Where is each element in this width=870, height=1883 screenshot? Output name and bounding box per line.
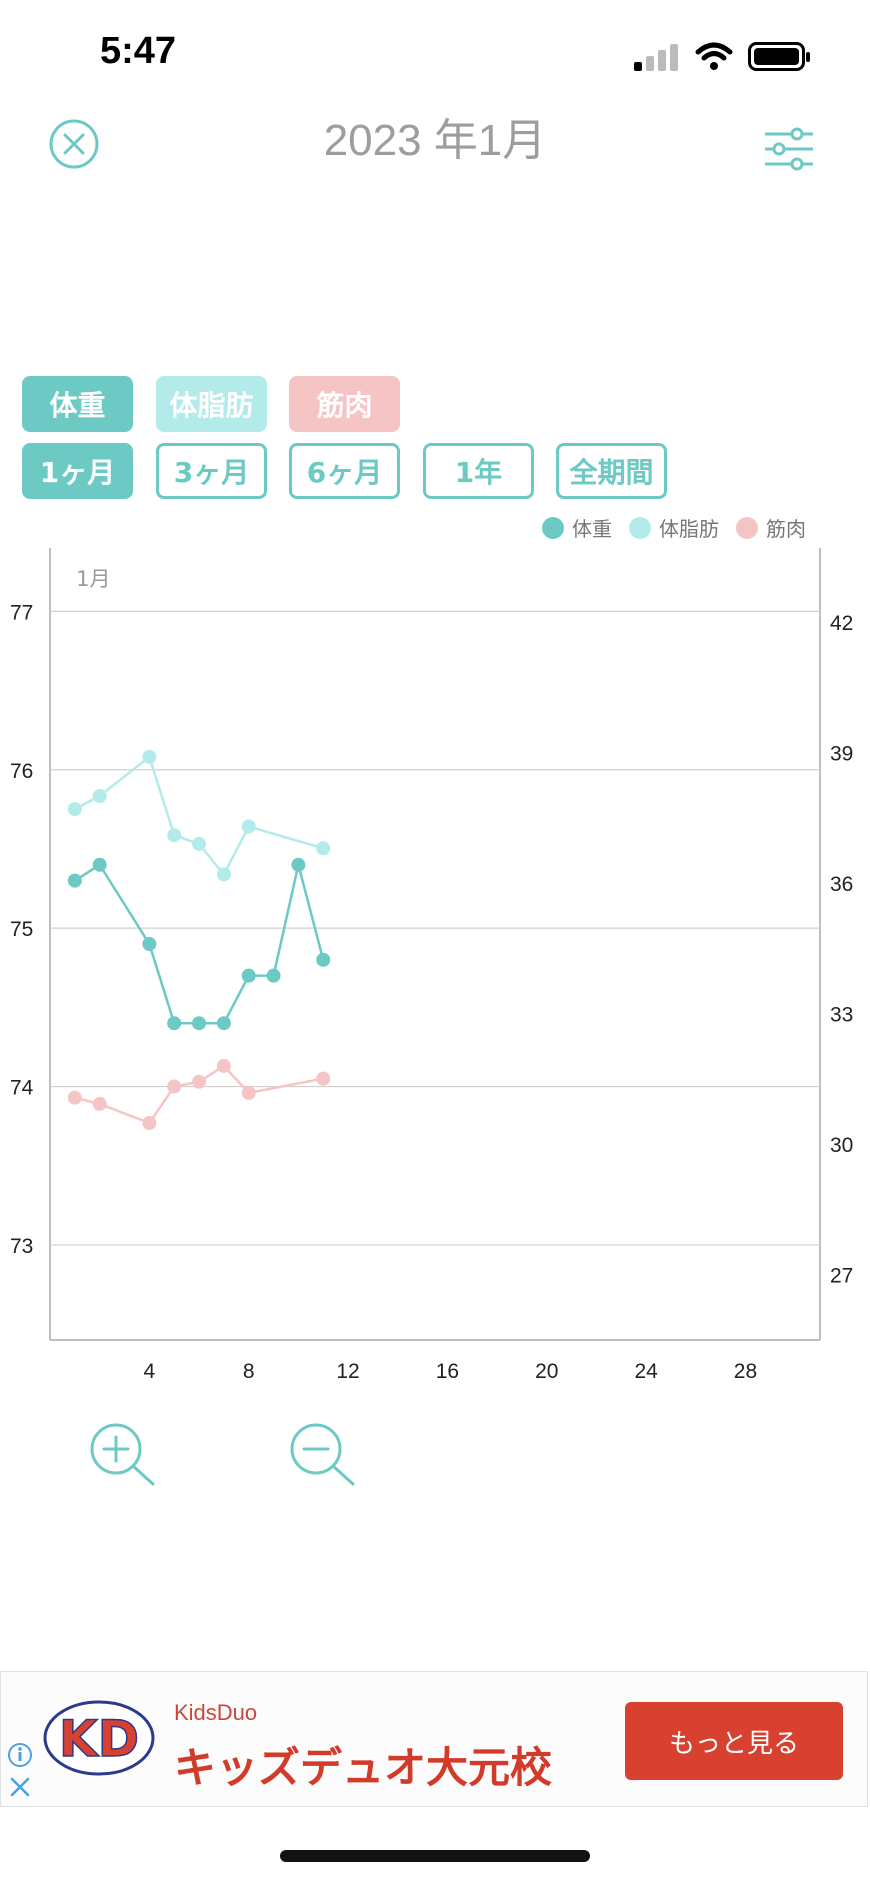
data-point xyxy=(316,841,331,856)
data-point xyxy=(241,1085,256,1100)
page-title: 2023 年1月 xyxy=(323,116,547,165)
legend-dot xyxy=(629,516,651,539)
data-point xyxy=(167,1079,182,1094)
x-tick-label: 8 xyxy=(243,1360,255,1380)
data-point xyxy=(266,968,281,983)
close-circle-icon[interactable] xyxy=(48,118,100,170)
legend-dot xyxy=(736,516,758,539)
status-time: 5:47 xyxy=(100,30,177,72)
legend-label: 体脂肪 xyxy=(659,517,719,541)
weight-chart[interactable]: 73 74 75 76 77 27 30 33 36 39 42 4 8 12 16 20 24 28 1月 xyxy=(0,540,870,1380)
metric-muscle-button[interactable]: 筋肉 xyxy=(289,376,400,432)
y-left-tick-label: 74 xyxy=(10,1077,34,1100)
series-line xyxy=(74,863,325,1025)
y-left-tick-label: 76 xyxy=(10,760,33,783)
legend-label: 筋肉 xyxy=(766,517,806,541)
wifi-icon xyxy=(695,42,733,70)
y-left-tick-label: 77 xyxy=(10,601,33,624)
x-tick-label: 24 xyxy=(634,1360,658,1380)
data-point xyxy=(92,789,107,804)
data-point xyxy=(92,857,107,872)
data-point xyxy=(216,1016,231,1031)
series-line xyxy=(74,1064,324,1125)
zoom-in-icon[interactable] xyxy=(88,1422,158,1486)
data-point xyxy=(291,857,306,872)
legend-bodyfat: 体脂肪 xyxy=(629,513,719,542)
data-point xyxy=(67,802,82,817)
metric-weight-button[interactable]: 体重 xyxy=(22,376,133,432)
ad-title: キッズデュオ大元校 xyxy=(174,1743,553,1792)
data-point xyxy=(192,836,207,851)
period-1month-button[interactable]: 1ヶ月 xyxy=(22,443,133,499)
kidsduo-logo: KD xyxy=(43,1700,155,1776)
data-point xyxy=(167,1016,182,1031)
data-point xyxy=(192,1074,207,1089)
legend-dot xyxy=(542,516,564,539)
y-right-tick-label: 39 xyxy=(830,743,853,766)
metric-bodyfat-button[interactable]: 体脂肪 xyxy=(156,376,267,432)
sliders-icon[interactable] xyxy=(763,126,815,172)
close-icon[interactable] xyxy=(9,1776,31,1798)
ad-banner[interactable]: KD KidsDuo キッズデュオ大元校 もっと見る xyxy=(0,1671,868,1807)
info-icon[interactable] xyxy=(7,1742,33,1768)
y-left-tick-label: 73 xyxy=(10,1235,33,1258)
y-right-tick-label: 27 xyxy=(830,1265,853,1288)
x-tick-label: 4 xyxy=(144,1360,156,1380)
legend-weight: 体重 xyxy=(542,513,612,542)
data-point xyxy=(316,1071,331,1086)
data-point xyxy=(192,1016,207,1031)
x-tick-label: 16 xyxy=(436,1360,459,1380)
home-indicator xyxy=(280,1850,590,1862)
period-all-button[interactable]: 全期間 xyxy=(556,443,667,499)
zoom-out-icon[interactable] xyxy=(288,1422,358,1486)
y-right-tick-label: 33 xyxy=(830,1004,853,1027)
ad-cta-button[interactable]: もっと見る xyxy=(625,1702,843,1780)
legend-label: 体重 xyxy=(572,517,612,541)
x-tick-label: 12 xyxy=(336,1360,359,1380)
battery-icon xyxy=(748,42,810,71)
data-point xyxy=(216,867,231,882)
legend-muscle: 筋肉 xyxy=(736,513,806,542)
data-point xyxy=(316,952,331,967)
data-point xyxy=(167,828,182,843)
data-point xyxy=(142,749,157,764)
data-point xyxy=(241,968,256,983)
period-3month-button[interactable]: 3ヶ月 xyxy=(156,443,267,499)
period-1year-button[interactable]: 1年 xyxy=(423,443,534,499)
period-6month-button[interactable]: 6ヶ月 xyxy=(289,443,400,499)
y-right-tick-label: 30 xyxy=(830,1134,853,1157)
data-point xyxy=(142,1115,157,1130)
data-point xyxy=(216,1058,231,1073)
month-label: 1月 xyxy=(76,567,110,591)
data-point xyxy=(241,819,256,834)
x-tick-label: 20 xyxy=(535,1360,558,1380)
ad-brand: KidsDuo xyxy=(174,1700,258,1725)
ad-logo-text: KD xyxy=(59,1710,139,1768)
data-point xyxy=(67,873,82,888)
signal-icon xyxy=(634,44,678,71)
data-point xyxy=(67,1090,82,1105)
y-left-tick-label: 75 xyxy=(10,918,33,941)
data-point xyxy=(92,1096,107,1111)
y-right-tick-label: 42 xyxy=(830,612,853,635)
y-right-tick-label: 36 xyxy=(830,873,853,896)
data-point xyxy=(142,937,157,951)
series-line xyxy=(74,754,324,877)
x-tick-label: 28 xyxy=(734,1360,757,1380)
